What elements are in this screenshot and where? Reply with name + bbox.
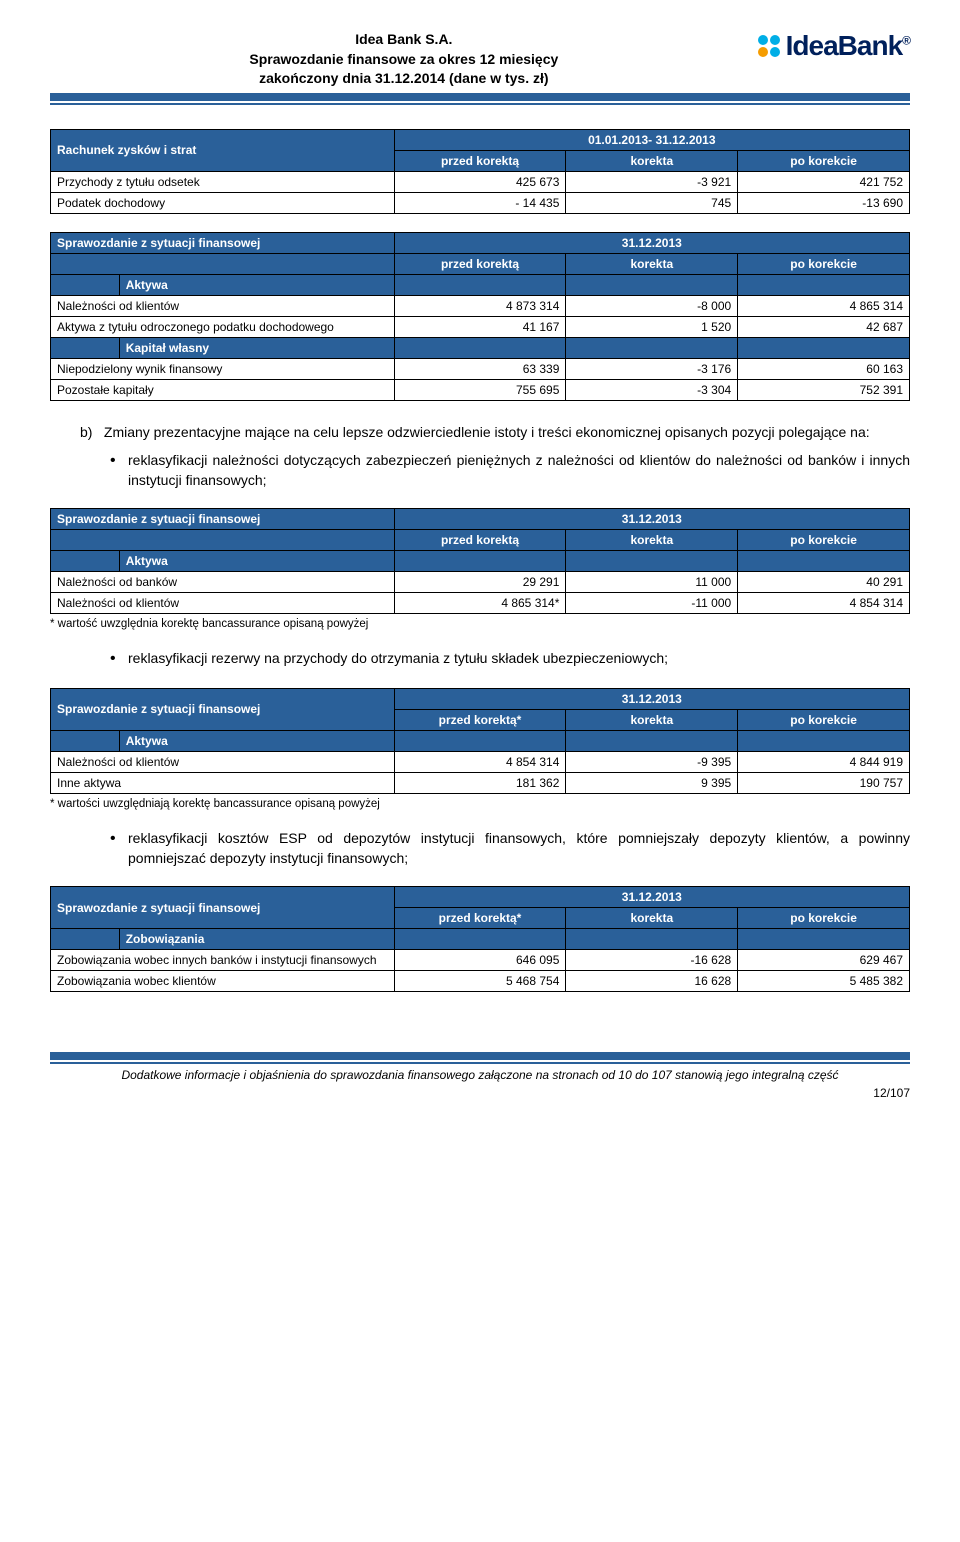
table2-period: 31.12.2013 <box>394 232 909 253</box>
section-header: Zobowiązania <box>119 929 394 950</box>
col-header: po korekcie <box>738 709 910 730</box>
page-footer: Dodatkowe informacje i objaśnienia do sp… <box>50 1052 910 1100</box>
table-sytuacja-finansowa-1: Sprawozdanie z sytuacji finansowej 31.12… <box>50 232 910 401</box>
table-sytuacja-finansowa-3: Sprawozdanie z sytuacji finansowej 31.12… <box>50 688 910 794</box>
header-title-block: Idea Bank S.A. Sprawozdanie finansowe za… <box>50 30 758 89</box>
table2-title: Sprawozdanie z sytuacji finansowej <box>51 232 395 253</box>
header-line1: Idea Bank S.A. <box>50 30 758 50</box>
col-header: przed korektą* <box>394 709 566 730</box>
bullet-item: reklasyfikacji kosztów ESP od depozytów … <box>110 828 910 868</box>
header-rule <box>50 93 910 105</box>
table-sytuacja-finansowa-2: Sprawozdanie z sytuacji finansowej 31.12… <box>50 508 910 614</box>
table4-period: 31.12.2013 <box>394 688 909 709</box>
table-row: Zobowiązania wobec klientów 5 468 754 16… <box>51 971 910 992</box>
bullet-item: reklasyfikacji należności dotyczących za… <box>110 450 910 490</box>
paragraph-b: b) Zmiany prezentacyjne mające na celu l… <box>80 423 910 442</box>
table-row: Przychody z tytułu odsetek 425 673 -3 92… <box>51 171 910 192</box>
col-header: korekta <box>566 709 738 730</box>
col-header: przed korektą <box>394 253 566 274</box>
col-header: po korekcie <box>738 253 910 274</box>
ideabank-logo: IdeaBank® <box>758 30 910 62</box>
table4-footnote: * wartości uwzględniają korektę bancassu… <box>50 798 910 810</box>
col-header: po korekcie <box>738 530 910 551</box>
section-header: Aktywa <box>119 551 394 572</box>
page-number: 12/107 <box>50 1086 910 1100</box>
col-header: przed korektą* <box>394 908 566 929</box>
table3-period: 31.12.2013 <box>394 509 909 530</box>
table-sytuacja-finansowa-4: Sprawozdanie z sytuacji finansowej 31.12… <box>50 886 910 992</box>
table3-footnote: * wartość uwzględnia korektę bancassuran… <box>50 618 910 630</box>
col-header: korekta <box>566 150 738 171</box>
table-rachunek-zyskow: Rachunek zysków i strat 01.01.2013- 31.1… <box>50 129 910 214</box>
table-row: Pozostałe kapitały 755 695 -3 304 752 39… <box>51 379 910 400</box>
table-row: Należności od klientów 4 854 314 -9 395 … <box>51 751 910 772</box>
table-row: Zobowiązania wobec innych banków i insty… <box>51 950 910 971</box>
col-header: korekta <box>566 253 738 274</box>
col-header: korekta <box>566 530 738 551</box>
table-row: Należności od banków 29 291 11 000 40 29… <box>51 572 910 593</box>
table-row: Należności od klientów 4 865 314* -11 00… <box>51 593 910 614</box>
col-header: po korekcie <box>738 150 910 171</box>
col-header: przed korektą <box>394 530 566 551</box>
col-header: przed korektą <box>394 150 566 171</box>
bullet-list-1: reklasyfikacji należności dotyczących za… <box>110 450 910 490</box>
table1-period: 01.01.2013- 31.12.2013 <box>394 129 909 150</box>
col-header: po korekcie <box>738 908 910 929</box>
bullet-item: reklasyfikacji rezerwy na przychody do o… <box>110 648 910 670</box>
bullet-list-2: reklasyfikacji rezerwy na przychody do o… <box>110 648 910 670</box>
section-header: Kapitał własny <box>119 337 394 358</box>
table5-period: 31.12.2013 <box>394 887 909 908</box>
section-header: Aktywa <box>119 730 394 751</box>
page-header: Idea Bank S.A. Sprawozdanie finansowe za… <box>50 30 910 89</box>
table5-title: Sprawozdanie z sytuacji finansowej <box>51 887 395 929</box>
bullet-list-3: reklasyfikacji kosztów ESP od depozytów … <box>110 828 910 868</box>
table-row: Niepodzielony wynik finansowy 63 339 -3 … <box>51 358 910 379</box>
section-header: Aktywa <box>119 274 394 295</box>
logo-text: IdeaBank® <box>786 30 910 62</box>
header-line2: Sprawozdanie finansowe za okres 12 miesi… <box>50 50 758 70</box>
header-line3: zakończony dnia 31.12.2014 (dane w tys. … <box>50 69 758 89</box>
col-header: korekta <box>566 908 738 929</box>
table-row: Inne aktywa 181 362 9 395 190 757 <box>51 772 910 793</box>
logo-dots-icon <box>758 35 780 57</box>
table3-title: Sprawozdanie z sytuacji finansowej <box>51 509 395 530</box>
table-row: Aktywa z tytułu odroczonego podatku doch… <box>51 316 910 337</box>
table4-title: Sprawozdanie z sytuacji finansowej <box>51 688 395 730</box>
table-row: Podatek dochodowy - 14 435 745 -13 690 <box>51 192 910 213</box>
table-row: Należności od klientów 4 873 314 -8 000 … <box>51 295 910 316</box>
footer-text: Dodatkowe informacje i objaśnienia do sp… <box>50 1068 910 1084</box>
table1-title: Rachunek zysków i strat <box>51 129 395 171</box>
